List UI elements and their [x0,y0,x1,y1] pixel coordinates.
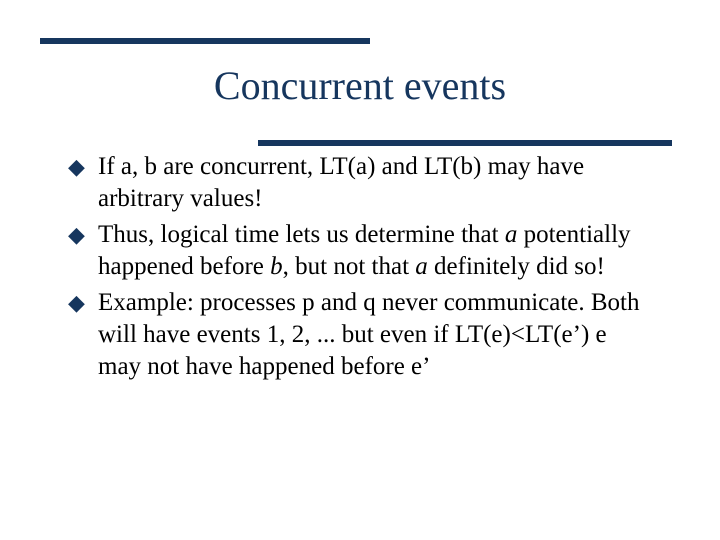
slide-title: Concurrent events [214,62,506,109]
slide: Concurrent events ◆ If a, b are concurre… [0,0,720,540]
decorative-rule-bottom [258,140,672,146]
bullet-item: ◆ Thus, logical time lets us determine t… [68,219,652,283]
slide-body: ◆ If a, b are concurrent, LT(a) and LT(b… [40,151,680,383]
bullet-text: Example: processes p and q never communi… [98,287,652,383]
title-container: Concurrent events [40,62,680,109]
bullet-text: If a, b are concurrent, LT(a) and LT(b) … [98,151,652,215]
bullet-icon: ◆ [68,287,98,319]
bullet-item: ◆ If a, b are concurrent, LT(a) and LT(b… [68,151,652,215]
bullet-text: Thus, logical time lets us determine tha… [98,219,652,283]
bullet-icon: ◆ [68,151,98,183]
bullet-item: ◆ Example: processes p and q never commu… [68,287,652,383]
bullet-icon: ◆ [68,219,98,251]
decorative-rule-top [40,38,370,44]
